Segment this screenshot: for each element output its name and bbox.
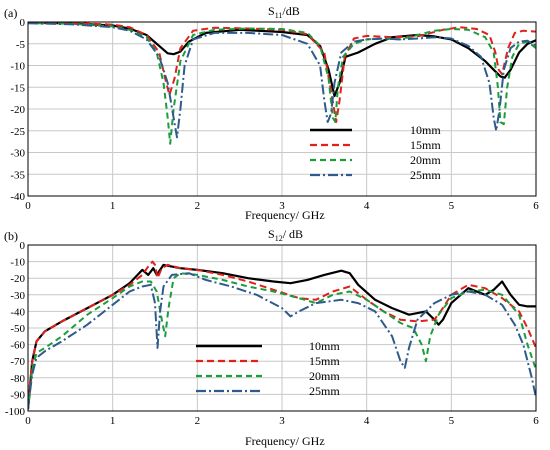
panel-a-x-tick-label: 0 <box>25 200 31 212</box>
panel-b-y-tick-label: -50 <box>10 323 25 335</box>
panel-b-y-tick-label: -30 <box>10 290 25 302</box>
panel-b-y-tick-label: -100 <box>5 406 26 418</box>
panel-a-x-tick-label: 4 <box>364 200 370 212</box>
panel-a-legend-label-10mm: 10mm <box>410 123 441 137</box>
panel-a-legend-label-25mm: 25mm <box>410 168 441 182</box>
panel-a-legend-label-15mm: 15mm <box>410 138 441 152</box>
panel-b-y-tick-label: -10 <box>10 257 25 269</box>
panel-b-y-tick-label: -80 <box>10 373 25 385</box>
panel-b-y-tick-label: -90 <box>10 389 25 401</box>
panel-a-y-tick-label: 0 <box>20 17 26 29</box>
panel-b-series-25mm-line <box>28 272 536 410</box>
panel-b-label: (b) <box>4 229 18 243</box>
panel-a-x-tick-label: 2 <box>195 200 201 212</box>
panel-b-x-axis-label: Frequency/ GHz <box>245 434 325 448</box>
panel-a-plot-frame <box>27 21 537 197</box>
panel-a-y-tick-label: -25 <box>10 126 25 138</box>
panel-b-legend-label-25mm: 25mm <box>309 384 340 398</box>
panel-a-x-tick-label: 1 <box>110 200 116 212</box>
panel-a-y-tick-label: -15 <box>10 82 25 94</box>
panel-a-x-tick-label: 3 <box>279 200 285 212</box>
panel-b-y-tick-label: -70 <box>10 356 25 368</box>
panel-b-y-tick-label: 0 <box>20 240 26 252</box>
panel-a-x-axis-label: Frequency/ GHz <box>245 208 325 222</box>
panel-a-y-tick-label: -30 <box>10 148 25 160</box>
panel-a-legend-label-20mm: 20mm <box>410 153 441 167</box>
panel-a-x-tick-label: 5 <box>449 200 455 212</box>
panel-a-y-tick-label: -10 <box>10 61 25 73</box>
panel-b-x-tick-label: 5 <box>449 415 455 427</box>
panel-b-y-tick-label: -40 <box>10 306 25 318</box>
panel-b-y-tick-label: -20 <box>10 273 25 285</box>
panel-b-s12-chart: (b) S12/ dB Frequency/ GHz 0 1 2 3 4 5 6 0 -10 -2… <box>4 227 539 448</box>
panel-b-plot-frame <box>27 244 537 412</box>
panel-b-x-tick-label: 0 <box>25 415 31 427</box>
panel-a-y-tick-label: -40 <box>10 191 25 203</box>
panel-b-legend-label-10mm: 10mm <box>309 339 340 353</box>
panel-b-x-tick-label: 3 <box>279 415 285 427</box>
panel-b-legend-label-15mm: 15mm <box>309 354 340 368</box>
panel-b-series-20mm-line <box>28 272 536 410</box>
panel-a-y-tick-label: -5 <box>16 39 26 51</box>
panel-b-x-tick-label: 6 <box>533 415 539 427</box>
panel-b-x-tick-label: 1 <box>110 415 116 427</box>
panel-b-legend-label-20mm: 20mm <box>309 369 340 383</box>
panel-b-series-15mm-line <box>28 260 536 410</box>
panel-a-x-tick-label: 6 <box>533 200 539 212</box>
panel-a-s11-chart: (a) S11/dB Frequency/ GHz 0 1 2 3 4 5 6 0 -5 -10 -… <box>4 4 539 222</box>
panel-b-title: S12/ dB <box>268 227 303 243</box>
panel-a-series-25mm-line <box>28 22 536 139</box>
panel-b-x-tick-label: 4 <box>364 415 370 427</box>
panel-b-y-tick-label: -60 <box>10 340 25 352</box>
panel-b-x-tick-label: 2 <box>195 415 201 427</box>
panel-a-label: (a) <box>4 6 17 20</box>
panel-a-y-tick-label: -20 <box>10 104 25 116</box>
panel-a-title: S11/dB <box>268 4 300 20</box>
panel-a-y-tick-label: -35 <box>10 169 25 181</box>
